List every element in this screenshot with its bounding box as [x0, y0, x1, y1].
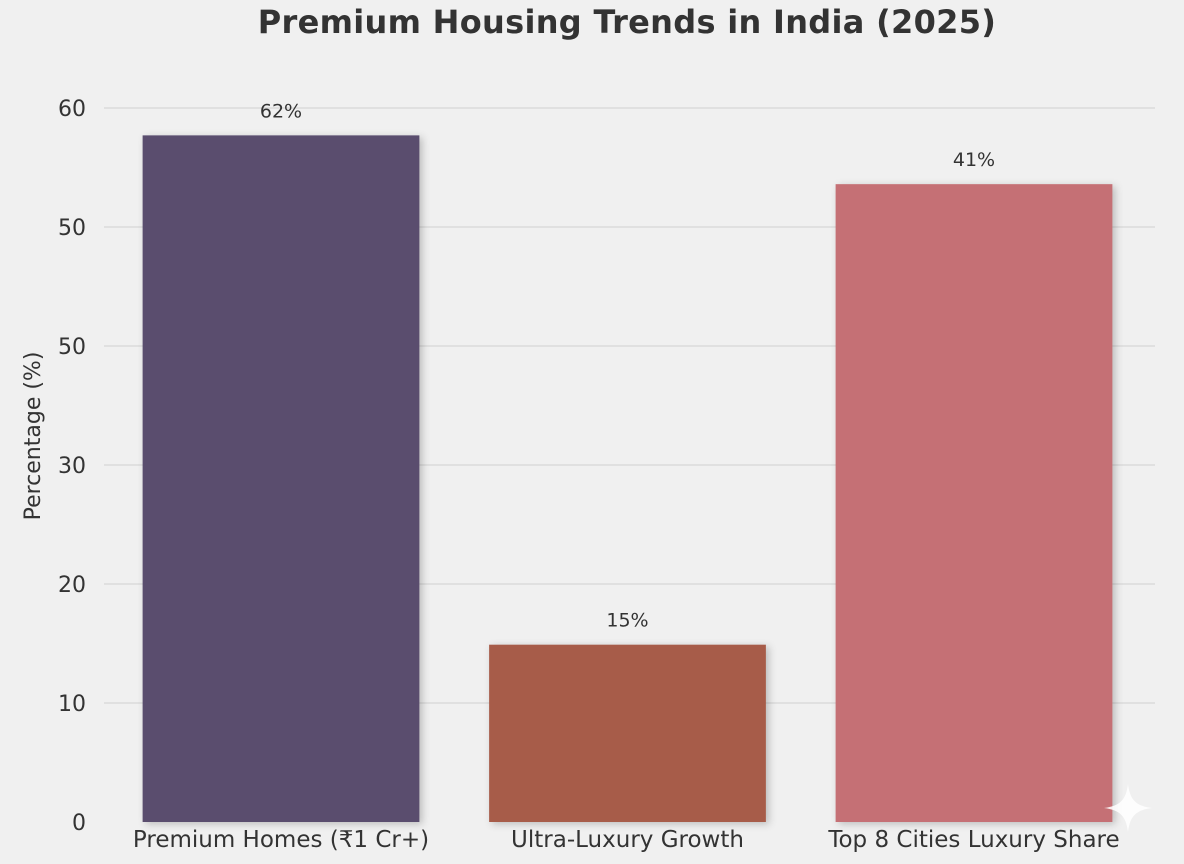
y-axis-ticks: 0 10 20 30 50 50 60: [58, 97, 86, 836]
y-tick-label: 20: [58, 573, 86, 598]
bars: [142, 135, 1113, 822]
x-category-label: Top 8 Cities Luxury Share: [827, 827, 1119, 853]
x-category-label: Premium Homes (₹1 Cr+): [133, 827, 429, 853]
data-label: 41%: [953, 149, 995, 171]
y-axis-title: Percentage (%): [21, 352, 46, 521]
y-tick-label: 10: [58, 692, 86, 717]
y-tick-label: 0: [72, 811, 86, 836]
y-tick-label: 50: [58, 216, 86, 241]
y-tick-label: 30: [58, 454, 86, 479]
y-tick-label: 60: [58, 97, 86, 122]
data-label: 62%: [260, 100, 302, 122]
chart-title: Premium Housing Trends in India (2025): [257, 3, 997, 41]
data-labels: 62% 15% 41%: [260, 100, 995, 631]
sparkle-icon: [1104, 784, 1152, 832]
x-category-label: Ultra-Luxury Growth: [511, 827, 744, 853]
bar: [489, 644, 766, 822]
bar: [835, 184, 1113, 822]
bar: [142, 135, 420, 822]
y-tick-label: 50: [58, 335, 86, 360]
data-label: 15%: [606, 610, 648, 632]
x-axis-categories: Premium Homes (₹1 Cr+) Ultra-Luxury Growt…: [133, 827, 1120, 853]
